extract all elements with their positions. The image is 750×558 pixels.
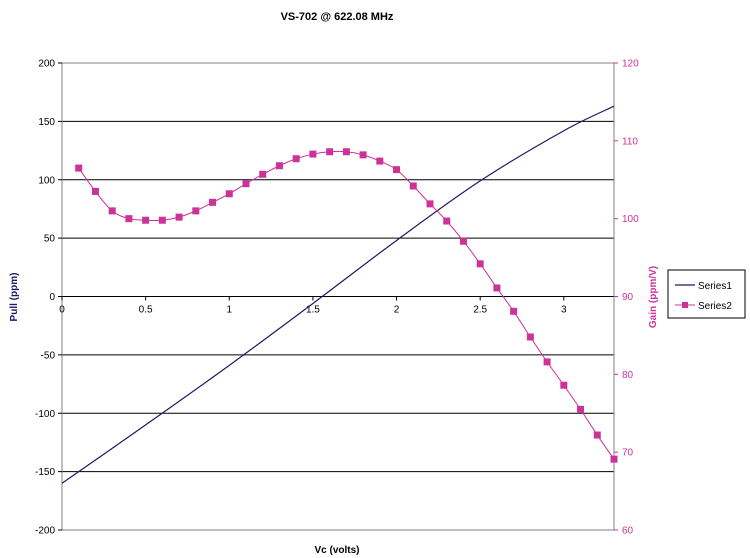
series2-point-7 [192,207,200,215]
series-layer [61,105,618,484]
series2-point-4 [142,216,150,224]
x-tick-label-3: 1.5 [306,305,320,316]
series2-point-24 [476,260,484,268]
y2-axis-title: Gain (ppm/V) [648,266,659,328]
y-tick-label-3: 50 [44,234,56,245]
series2-point-6 [175,213,183,221]
y-tick-label-0: 200 [38,59,55,70]
y-tick-label-6: -100 [35,409,55,420]
x-tick-label-2: 1 [226,305,232,316]
series2-point-30 [577,405,585,413]
series2-point-1 [91,187,99,195]
series2-point-22 [443,217,451,225]
x-axis-title: Vc (volts) [314,545,359,556]
series2-point-20 [409,182,417,190]
y-tick-label-5: -50 [41,350,56,361]
series2-point-29 [560,381,568,389]
series2-point-5 [158,216,166,224]
series2-point-17 [359,151,367,159]
x-tick-label-4: 2 [394,305,400,316]
y-tick-label-7: -150 [35,467,55,478]
series2-point-14 [309,150,317,158]
y-tick-label-8: -200 [35,526,55,537]
series2-point-26 [510,307,518,315]
y2-tick-label-6: 60 [622,526,634,537]
legend-series2-marker [682,302,688,308]
x-tick-label-1: 0.5 [139,305,153,316]
series2-point-3 [125,215,133,223]
y2-tick-label-1: 110 [622,136,638,147]
series2-point-0 [75,164,83,172]
y2-tick-label-2: 100 [622,214,639,225]
x-tick-label-5: 2.5 [473,305,487,316]
series2-point-9 [225,190,233,198]
series2-point-13 [292,155,300,163]
series2-point-8 [209,198,217,206]
y2-tick-label-4: 80 [622,370,634,381]
y-tick-label-4: 0 [49,292,55,303]
series2-point-16 [342,148,350,156]
series1-line [61,105,615,484]
series2-point-21 [426,200,434,208]
series2-point-12 [275,162,283,170]
chart-title: VS-702 @ 622.08 MHz [281,11,394,23]
legend: Series1 Series2 [667,269,746,319]
series2-point-15 [326,148,334,156]
axis-ticks: 200150100500-50-100-150-2001201101009080… [35,59,639,537]
series2-point-32 [610,455,618,463]
x-tick-label-6: 3 [561,305,567,316]
x-tick-label-0: 0 [59,305,65,316]
grid-lines [62,120,614,473]
y-tick-label-2: 100 [38,175,55,186]
series2-point-25 [493,284,501,292]
series2-point-10 [242,180,250,188]
y2-tick-label-3: 90 [622,292,634,303]
y-tick-label-1: 150 [38,117,55,128]
legend-series1-label: Series1 [698,281,732,292]
series2-point-27 [526,333,534,341]
legend-box [667,269,746,319]
series2-point-19 [393,166,401,174]
series2-point-18 [376,157,384,165]
series2-point-31 [593,431,601,439]
legend-series2-label: Series2 [698,301,732,312]
series2-point-11 [259,170,267,178]
y-axis-title: Pull (ppm) [9,273,20,322]
y2-tick-label-0: 120 [622,59,639,70]
series2-point-23 [459,237,467,245]
y2-tick-label-5: 70 [622,448,634,459]
series2-point-2 [108,207,116,215]
series2-point-28 [543,358,551,366]
